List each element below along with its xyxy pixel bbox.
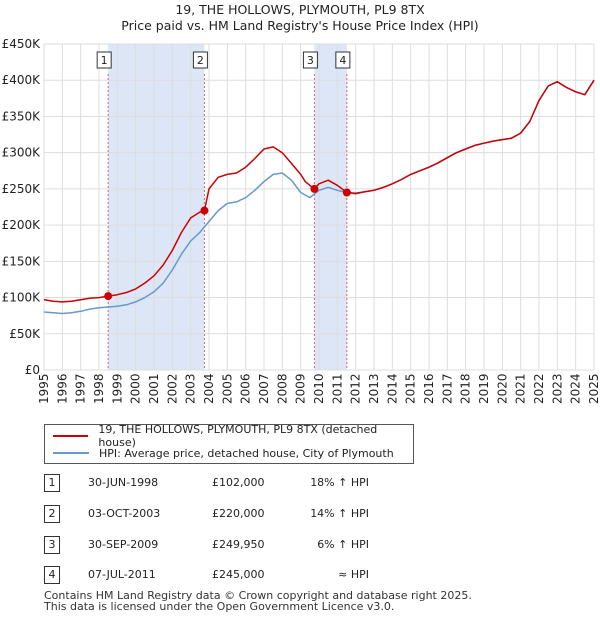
marker-label-1: 1 (101, 54, 108, 67)
y-tick-label: £150K (2, 254, 42, 268)
shaded-range-1 (108, 44, 205, 370)
x-tick-label: 2016 (422, 373, 436, 404)
legend: 19, THE HOLLOWS, PLYMOUTH, PL9 8TX (deta… (44, 423, 414, 464)
x-tick-label: 2005 (220, 373, 234, 404)
marker-label-2: 2 (197, 54, 204, 67)
footer: Contains HM Land Registry data © Crown c… (44, 590, 472, 612)
sale-price: £102,000 (212, 476, 265, 489)
x-tick-label: 2022 (532, 373, 546, 404)
x-tick-label: 2012 (349, 373, 363, 404)
x-axis-ticks: 1995 1996 1997 1998 1999 2000 2001 2002 2003 2004… (37, 373, 600, 404)
marker-labels: 1 2 3 4 (96, 51, 351, 69)
shaded-range-2 (314, 44, 347, 370)
sale-hpi-delta: 14% ↑ HPI (310, 507, 369, 520)
sale-number: 1 (44, 474, 60, 492)
y-tick-label: £200K (2, 218, 42, 232)
x-tick-label: 2020 (495, 373, 509, 404)
legend-swatch-red (53, 435, 89, 437)
gridlines (43, 43, 595, 371)
y-tick-label: £50K (9, 327, 41, 341)
y-tick-label: £100K (2, 291, 42, 305)
y-tick-label: £0 (25, 363, 40, 377)
legend-swatch-blue (53, 452, 89, 454)
price-chart: 1 2 3 4 £0 £50K £100K £150K £200K £250K £300K £350… (2, 37, 600, 404)
y-tick-label: £400K (2, 73, 42, 87)
x-tick-label: 2018 (459, 373, 473, 404)
sale-price: £220,000 (212, 507, 265, 520)
sale-point-2 (200, 206, 209, 215)
shaded-ranges (108, 44, 347, 370)
y-tick-label: £350K (2, 109, 42, 123)
sale-hpi-delta: 6% ↑ HPI (317, 538, 369, 551)
x-tick-label: 2025 (587, 373, 600, 404)
x-tick-label: 2015 (404, 373, 418, 404)
sale-hpi-delta: ≈ HPI (338, 568, 369, 581)
x-tick-label: 2011 (330, 373, 344, 404)
sale-point-1 (104, 292, 113, 301)
sale-price: £245,000 (212, 568, 265, 581)
footer-copyright: Contains HM Land Registry data © Crown c… (44, 589, 472, 602)
marker-label-3: 3 (307, 54, 314, 67)
x-tick-label: 2014 (385, 373, 399, 404)
y-axis-ticks: £0 £50K £100K £150K £200K £250K £300K £350K £400… (2, 37, 42, 377)
x-tick-label: 2000 (129, 373, 143, 404)
legend-item-red: 19, THE HOLLOWS, PLYMOUTH, PL9 8TX (deta… (53, 423, 413, 449)
marker-box-1 (96, 51, 112, 69)
x-tick-label: 2006 (239, 373, 253, 404)
x-tick-label: 2013 (367, 373, 381, 404)
marker-box-3 (302, 51, 318, 69)
x-tick-label: 2007 (257, 373, 271, 404)
marker-box-4 (335, 51, 351, 69)
x-tick-label: 2002 (165, 373, 179, 404)
sale-number: 4 (44, 566, 60, 584)
sale-point-4 (342, 188, 351, 197)
sale-date: 07-JUL-2011 (88, 568, 156, 581)
sale-row-1: 1 30-JUN-1998 £102,000 18% ↑ HPI (44, 474, 444, 492)
x-tick-label: 1995 (37, 373, 51, 404)
marker-label-4: 4 (339, 54, 346, 67)
marker-box-2 (192, 51, 208, 69)
x-tick-label: 1996 (55, 373, 69, 404)
sale-row-4: 4 07-JUL-2011 £245,000 ≈ HPI (44, 566, 444, 584)
x-tick-label: 2019 (477, 373, 491, 404)
x-tick-label: 2017 (440, 373, 454, 404)
sale-points (104, 184, 351, 301)
sale-date: 03-OCT-2003 (88, 507, 161, 520)
sale-row-3: 3 30-SEP-2009 £249,950 6% ↑ HPI (44, 536, 444, 554)
x-tick-label: 1998 (92, 373, 106, 404)
x-tick-label: 2010 (312, 373, 326, 404)
legend-label-blue: HPI: Average price, detached house, City… (99, 446, 394, 460)
sale-date-lines (107, 74, 348, 370)
chart-subtitle: Price paid vs. HM Land Registry's House … (121, 18, 479, 33)
y-tick-label: £250K (2, 182, 42, 196)
x-tick-label: 2001 (147, 373, 161, 404)
legend-label-red: 19, THE HOLLOWS, PLYMOUTH, PL9 8TX (deta… (98, 423, 378, 449)
x-tick-label: 2023 (550, 373, 564, 404)
x-tick-label: 1997 (74, 373, 88, 404)
y-tick-label: £300K (2, 146, 42, 160)
legend-item-blue: HPI: Average price, detached house, City… (53, 445, 394, 461)
sale-hpi-delta: 18% ↑ HPI (310, 476, 369, 489)
footer-license: This data is licensed under the Open Gov… (44, 600, 395, 613)
x-tick-label: 2009 (294, 373, 308, 404)
sale-date: 30-JUN-1998 (88, 476, 159, 489)
chart-title: 19, THE HOLLOWS, PLYMOUTH, PL9 8TX (175, 2, 425, 17)
x-tick-label: 2008 (275, 373, 289, 404)
sale-point-3 (310, 184, 319, 193)
x-tick-label: 2004 (202, 373, 216, 404)
y-tick-label: £450K (2, 37, 42, 51)
sale-number: 3 (44, 536, 60, 554)
x-tick-label: 2021 (514, 373, 528, 404)
sale-number: 2 (44, 505, 60, 523)
x-tick-label: 2024 (569, 373, 583, 404)
sale-date: 30-SEP-2009 (88, 538, 159, 551)
sale-price: £249,950 (212, 538, 265, 551)
x-tick-label: 1999 (110, 373, 124, 404)
x-tick-label: 2003 (184, 373, 198, 404)
sale-row-2: 2 03-OCT-2003 £220,000 14% ↑ HPI (44, 505, 444, 523)
